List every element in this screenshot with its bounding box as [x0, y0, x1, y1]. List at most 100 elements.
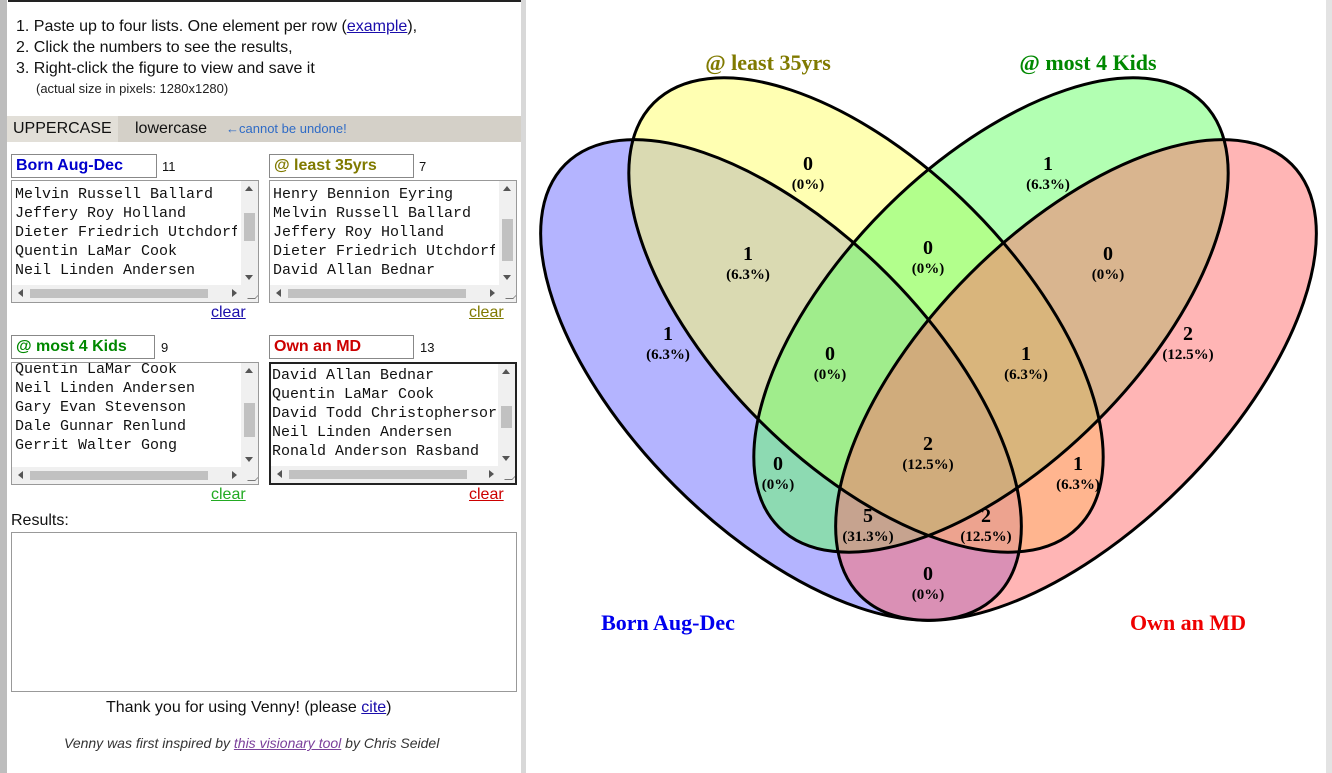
- list-3-vertical-scrollbar[interactable]: [241, 363, 258, 467]
- list-line: Melvin Russell Ballard: [273, 205, 472, 222]
- region-count[interactable]: 1: [1021, 343, 1031, 365]
- thanks-suffix: ): [386, 699, 392, 716]
- region-count[interactable]: 0: [923, 237, 933, 259]
- scroll-right-icon[interactable]: [489, 470, 494, 478]
- region-count[interactable]: 1: [1043, 153, 1053, 175]
- venn-set-d-ellipse: [835, 139, 1317, 621]
- cite-link[interactable]: cite: [361, 699, 387, 716]
- venn-region-bcd[interactable]: 1 (6.3%): [1004, 343, 1048, 383]
- list-2-horizontal-scrollbar[interactable]: [270, 285, 501, 302]
- list-line: Quentin LaMar Cook: [15, 362, 178, 378]
- scroll-thumb[interactable]: [289, 470, 467, 479]
- venn-region-b-only[interactable]: 0 (0%): [792, 153, 825, 193]
- list-4-clear-link[interactable]: clear: [469, 486, 504, 503]
- list-3-clear-link[interactable]: clear: [211, 486, 246, 503]
- scroll-up-icon[interactable]: [502, 369, 510, 374]
- region-count[interactable]: 2: [923, 433, 933, 455]
- list-4-horizontal-scrollbar[interactable]: [271, 466, 500, 483]
- venn-region-c-only[interactable]: 1 (6.3%): [1026, 153, 1070, 193]
- scroll-down-icon[interactable]: [502, 456, 510, 461]
- scroll-down-icon[interactable]: [503, 275, 511, 280]
- venn-set-c-label: @ most 4 Kids: [1019, 50, 1157, 75]
- scroll-down-icon[interactable]: [245, 457, 253, 462]
- size-note: (actual size in pixels: 1280x1280): [36, 81, 229, 96]
- scroll-up-icon[interactable]: [245, 368, 253, 373]
- list-line: David Allan Bednar: [273, 262, 436, 279]
- scroll-left-icon[interactable]: [18, 471, 23, 479]
- list-1-textarea[interactable]: Melvin Russell Ballard Jeffery Roy Hollan…: [11, 180, 259, 303]
- uppercase-button[interactable]: UPPERCASE: [7, 116, 118, 142]
- visionary-tool-link[interactable]: this visionary tool: [233, 735, 342, 751]
- scroll-thumb[interactable]: [501, 406, 512, 428]
- list-line: David Allan Bednar: [272, 367, 435, 384]
- venn-ellipse-outlines: [539, 76, 1318, 622]
- list-2-name-input[interactable]: @ least 35yrs: [269, 154, 414, 178]
- venn-region-bd[interactable]: 1 (6.3%): [1056, 453, 1100, 493]
- instruction-step-3: 3. Right-click the figure to view and sa…: [16, 60, 315, 77]
- instruction-step-1-text: 1. Paste up to four lists. One element p…: [16, 18, 347, 35]
- list-3-horizontal-scrollbar[interactable]: [12, 467, 243, 484]
- region-count[interactable]: 0: [803, 153, 813, 175]
- scroll-thumb[interactable]: [30, 289, 208, 298]
- scroll-left-icon[interactable]: [276, 289, 281, 297]
- region-count[interactable]: 2: [1183, 323, 1193, 345]
- region-count[interactable]: 0: [1103, 243, 1113, 265]
- list-4-textarea[interactable]: David Allan Bednar Quentin LaMar Cook Davi…: [269, 362, 517, 485]
- list-1-vertical-scrollbar[interactable]: [241, 181, 258, 285]
- venn-region-abd[interactable]: 2 (12.5%): [960, 505, 1011, 545]
- venn-region-acd[interactable]: 5 (31.3%): [842, 505, 893, 545]
- scroll-left-icon[interactable]: [18, 289, 23, 297]
- region-count[interactable]: 1: [743, 243, 753, 265]
- venn-region-ad[interactable]: 0 (0%): [912, 563, 945, 603]
- list-3-textarea[interactable]: Quentin LaMar Cook Neil Linden Andersen Ga…: [11, 362, 259, 485]
- scroll-thumb[interactable]: [244, 403, 255, 437]
- resize-grip-icon[interactable]: [499, 285, 516, 302]
- lowercase-button[interactable]: lowercase: [135, 120, 208, 137]
- venn-region-ac[interactable]: 0 (0%): [762, 453, 795, 493]
- scroll-right-icon[interactable]: [490, 289, 495, 297]
- venn-ellipse-fills: [540, 77, 1317, 621]
- list-4-vertical-scrollbar[interactable]: [498, 364, 515, 466]
- results-textarea[interactable]: [11, 532, 517, 692]
- scroll-up-icon[interactable]: [245, 186, 253, 191]
- region-count[interactable]: 1: [1073, 453, 1083, 475]
- scroll-up-icon[interactable]: [503, 186, 511, 191]
- scroll-down-icon[interactable]: [245, 275, 253, 280]
- venn-region-cd[interactable]: 0 (0%): [1092, 243, 1125, 283]
- scroll-thumb[interactable]: [288, 289, 466, 298]
- venn-set-c-outline: [752, 76, 1230, 554]
- venn-region-abc[interactable]: 0 (0%): [814, 343, 847, 383]
- region-count[interactable]: 1: [663, 323, 673, 345]
- list-3-name-input[interactable]: @ most 4 Kids: [11, 335, 155, 359]
- list-2-vertical-scrollbar[interactable]: [499, 181, 516, 285]
- region-count[interactable]: 0: [923, 563, 933, 585]
- scroll-thumb[interactable]: [502, 219, 513, 261]
- example-link[interactable]: example: [346, 18, 408, 35]
- region-count[interactable]: 0: [825, 343, 835, 365]
- list-1-horizontal-scrollbar[interactable]: [12, 285, 243, 302]
- resize-grip-icon[interactable]: [241, 285, 258, 302]
- scroll-right-icon[interactable]: [232, 471, 237, 479]
- region-count[interactable]: 0: [773, 453, 783, 475]
- venn-region-ab[interactable]: 1 (6.3%): [726, 243, 770, 283]
- region-count[interactable]: 5: [863, 505, 873, 527]
- scroll-right-icon[interactable]: [232, 289, 237, 297]
- scroll-thumb[interactable]: [30, 471, 208, 480]
- scroll-thumb[interactable]: [244, 213, 255, 241]
- list-2-clear-link[interactable]: clear: [469, 304, 504, 321]
- venn-region-abcd[interactable]: 2 (12.5%): [902, 433, 953, 473]
- resize-grip-icon[interactable]: [241, 467, 258, 484]
- list-2-textarea[interactable]: Henry Bennion Eyring Melvin Russell Balla…: [269, 180, 517, 303]
- list-4-name-input[interactable]: Own an MD: [269, 335, 414, 359]
- venn-region-a-only[interactable]: 1 (6.3%): [646, 323, 690, 363]
- list-1-name-input[interactable]: Born Aug-Dec: [11, 154, 157, 178]
- list-line: Neil Linden Andersen: [15, 262, 196, 279]
- scroll-left-icon[interactable]: [277, 470, 282, 478]
- venn-diagram: @ least 35yrs @ most 4 Kids Born Aug-Dec…: [539, 50, 1318, 635]
- resize-grip-icon[interactable]: [498, 466, 515, 483]
- venn-region-d-only[interactable]: 2 (12.5%): [1162, 323, 1213, 363]
- list-1-clear-link[interactable]: clear: [211, 304, 246, 321]
- region-count[interactable]: 2: [981, 505, 991, 527]
- venn-region-bc[interactable]: 0 (0%): [912, 237, 945, 277]
- venn-set-d-outline: [834, 138, 1318, 622]
